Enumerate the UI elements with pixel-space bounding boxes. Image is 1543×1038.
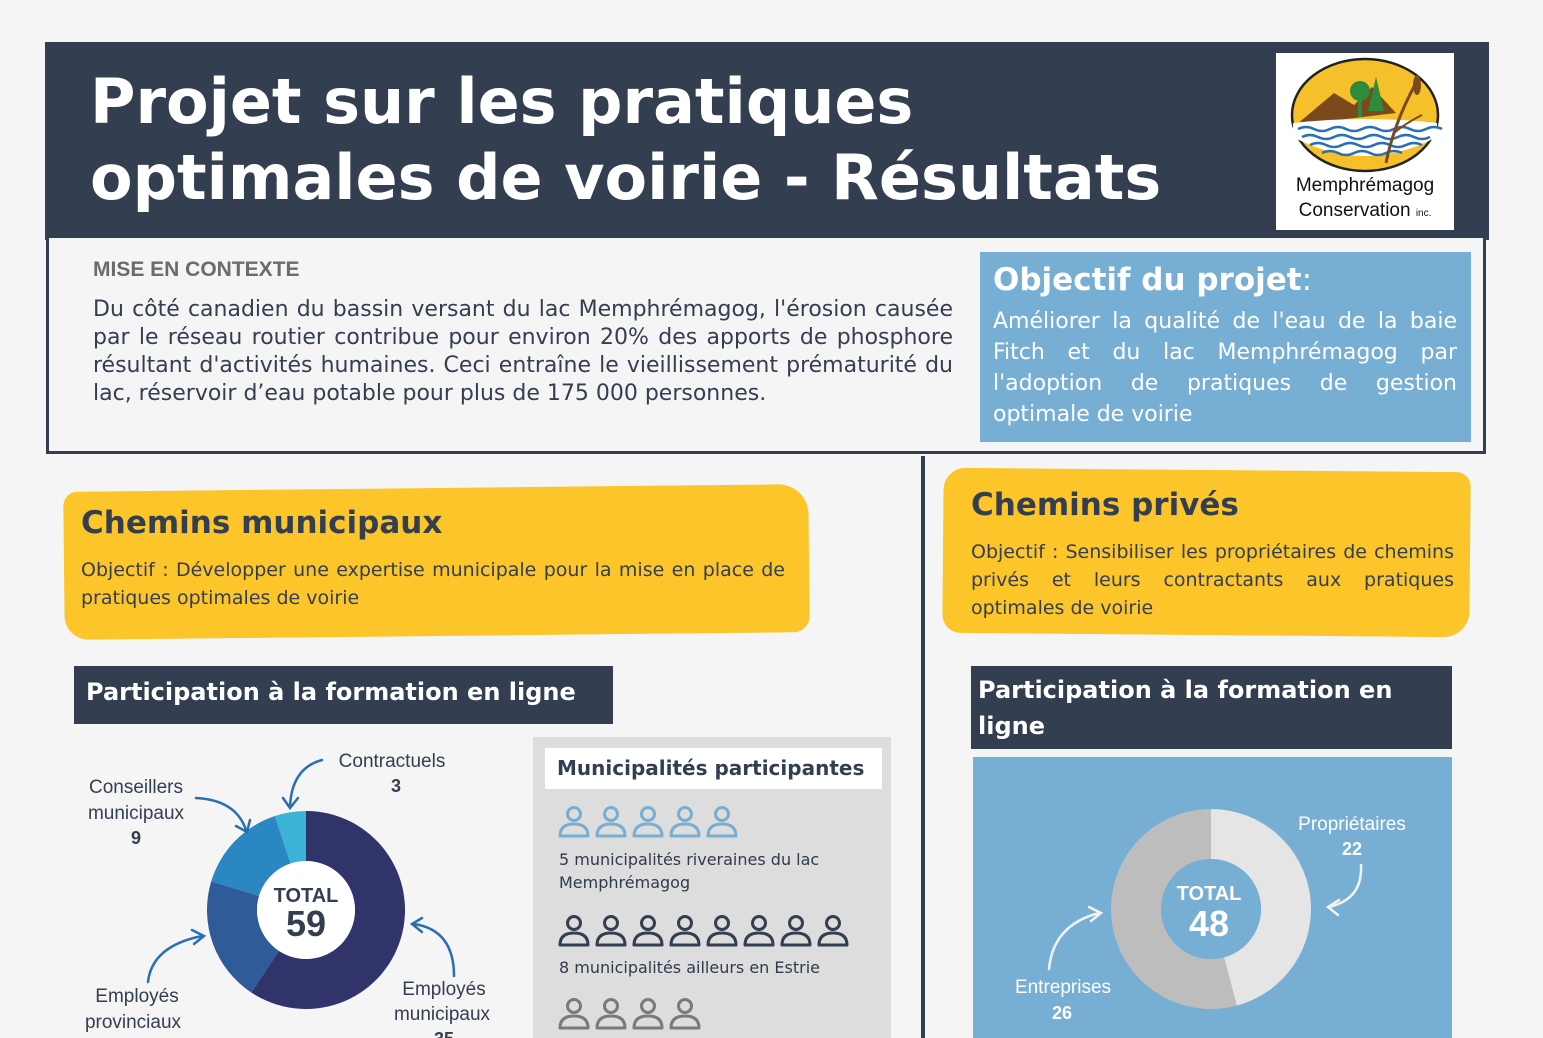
municipal-donut-chart: TOTAL 59 Contractuels 3 Conseillers muni… — [85, 751, 491, 1038]
people-label-estrie: 8 municipalités ailleurs en Estrie — [559, 958, 820, 977]
slice-value-municipaux: 35 — [434, 1029, 454, 1038]
arrow-conseillers-icon — [194, 796, 248, 832]
private-donut-center — [1161, 859, 1261, 959]
person-icon — [632, 915, 664, 947]
person-icon — [632, 998, 664, 1030]
donut-slice-employ-s-provinciaux — [207, 881, 279, 993]
private-total-value: 48 — [1189, 903, 1229, 944]
municipal-objective: Objectif : Développer une expertise muni… — [81, 559, 785, 609]
private-title: Chemins privés — [971, 487, 1239, 523]
donut-slice-conseillers-municipaux — [211, 816, 291, 896]
arrow-municipaux-icon — [412, 922, 456, 978]
slice-label-provinciaux-2: provinciaux — [85, 1012, 182, 1033]
slice-value-proprietaires: 22 — [1342, 839, 1362, 859]
municipal-training-banner: Participation à la formation en ligne — [74, 666, 613, 724]
municipal-total-label: TOTAL — [274, 885, 339, 907]
people-row-other — [557, 996, 705, 1034]
donut-slice-propri-taires — [1211, 809, 1311, 1006]
person-icon — [595, 806, 627, 838]
slice-label-proprietaires: Propriétaires — [1298, 814, 1406, 835]
slice-value-contractuels: 3 — [391, 776, 401, 796]
private-donut-chart: TOTAL 48 Propriétaires 22 Entreprises 26 — [1015, 809, 1406, 1023]
person-icon — [632, 806, 664, 838]
logo-emblem-icon — [1290, 57, 1443, 173]
person-icon — [669, 998, 701, 1030]
person-icon — [558, 806, 590, 838]
arrow-head-municipaux-icon — [409, 916, 424, 934]
person-icon — [743, 915, 775, 947]
person-icon — [669, 806, 701, 838]
arrow-head-conseillers-icon — [234, 818, 252, 834]
municipal-donut-slices — [207, 811, 405, 1009]
municipal-donut-center — [257, 861, 355, 959]
slice-label-entreprises: Entreprises — [1015, 977, 1111, 998]
arrow-proprietaires-icon — [1327, 863, 1363, 909]
objective-box — [980, 252, 1471, 442]
person-icon — [669, 915, 701, 947]
person-icon — [706, 915, 738, 947]
person-icon — [558, 998, 590, 1030]
logo-name-line-2: Conservation inc. — [1276, 200, 1454, 222]
arrow-contractuels-icon — [288, 758, 324, 808]
logo-suffix: inc. — [1415, 208, 1432, 219]
column-divider — [921, 456, 925, 1038]
logo-name-conservation: Conservation — [1298, 200, 1411, 221]
private-donut-slices — [1110, 809, 1311, 1009]
slice-value-entreprises: 26 — [1052, 1003, 1072, 1023]
logo-name-line-1: Memphrémagog — [1295, 175, 1435, 196]
person-icon — [558, 915, 590, 947]
person-icon — [595, 998, 627, 1030]
participating-municipalities-title: Municipalités participantes — [545, 748, 882, 789]
person-icon — [706, 806, 738, 838]
slice-label-conseillers-2: municipaux — [88, 803, 185, 824]
header-banner — [45, 42, 1489, 240]
person-icon — [780, 915, 812, 947]
arrow-entreprises-icon — [1047, 911, 1101, 971]
donut-slice-employ-s-municipaux — [251, 811, 405, 1009]
private-training-banner-label: Participation à la formation en ligne — [978, 676, 1393, 740]
slice-label-municipaux-2: municipaux — [394, 1004, 491, 1025]
context-heading: MISE EN CONTEXTE — [93, 258, 300, 281]
private-total-label: TOTAL — [1177, 883, 1242, 905]
slice-label-contractuels: Contractuels — [339, 751, 446, 772]
donut-slice-entreprises — [1110, 809, 1237, 1009]
slice-label-municipaux-1: Employés — [402, 979, 485, 1000]
title-line-2: optimales de voirie - Résultats — [90, 141, 1162, 214]
objective-title-text: Objectif du projet — [993, 262, 1302, 298]
municipal-training-banner-label: Participation à la formation en ligne — [86, 678, 576, 706]
page-title: Projet sur les pratiques optimales de vo… — [90, 64, 1240, 216]
objective-text: Améliorer la qualité de l'eau de la baie… — [993, 309, 1457, 427]
person-icon — [595, 915, 627, 947]
municipal-total-value: 59 — [286, 903, 326, 944]
arrow-head-provinciaux-icon — [190, 928, 207, 946]
donut-slice-contractuels — [274, 811, 306, 864]
people-row-estrie — [557, 913, 853, 951]
objective-title: Objectif du projet: — [993, 262, 1312, 298]
private-objective: Objectif : Sensibiliser les propriétaire… — [971, 541, 1454, 619]
people-label-riveraines: 5 municipalités riveraines du lac Memphr… — [559, 850, 820, 892]
arrow-head-contractuels-icon — [281, 796, 300, 811]
arrow-provinciaux-icon — [146, 934, 204, 984]
slice-label-conseillers-1: Conseillers — [89, 777, 183, 798]
title-line-1: Projet sur les pratiques — [90, 65, 914, 138]
context-text: Du côté canadien du bassin versant du la… — [93, 297, 953, 406]
person-icon — [817, 915, 849, 947]
arrow-head-entreprises-icon — [1087, 905, 1104, 923]
municipal-title: Chemins municipaux — [81, 505, 443, 541]
slice-label-provinciaux-1: Employés — [95, 986, 178, 1007]
people-row-riveraines — [557, 804, 742, 842]
objective-title-colon: : — [1301, 262, 1313, 298]
private-training-banner: Participation à la formation en ligne — [971, 666, 1452, 749]
logo: Memphrémagog Conservation inc. — [1276, 53, 1454, 230]
arrow-head-proprietaires-icon — [1325, 898, 1341, 917]
slice-value-conseillers: 9 — [131, 828, 141, 848]
